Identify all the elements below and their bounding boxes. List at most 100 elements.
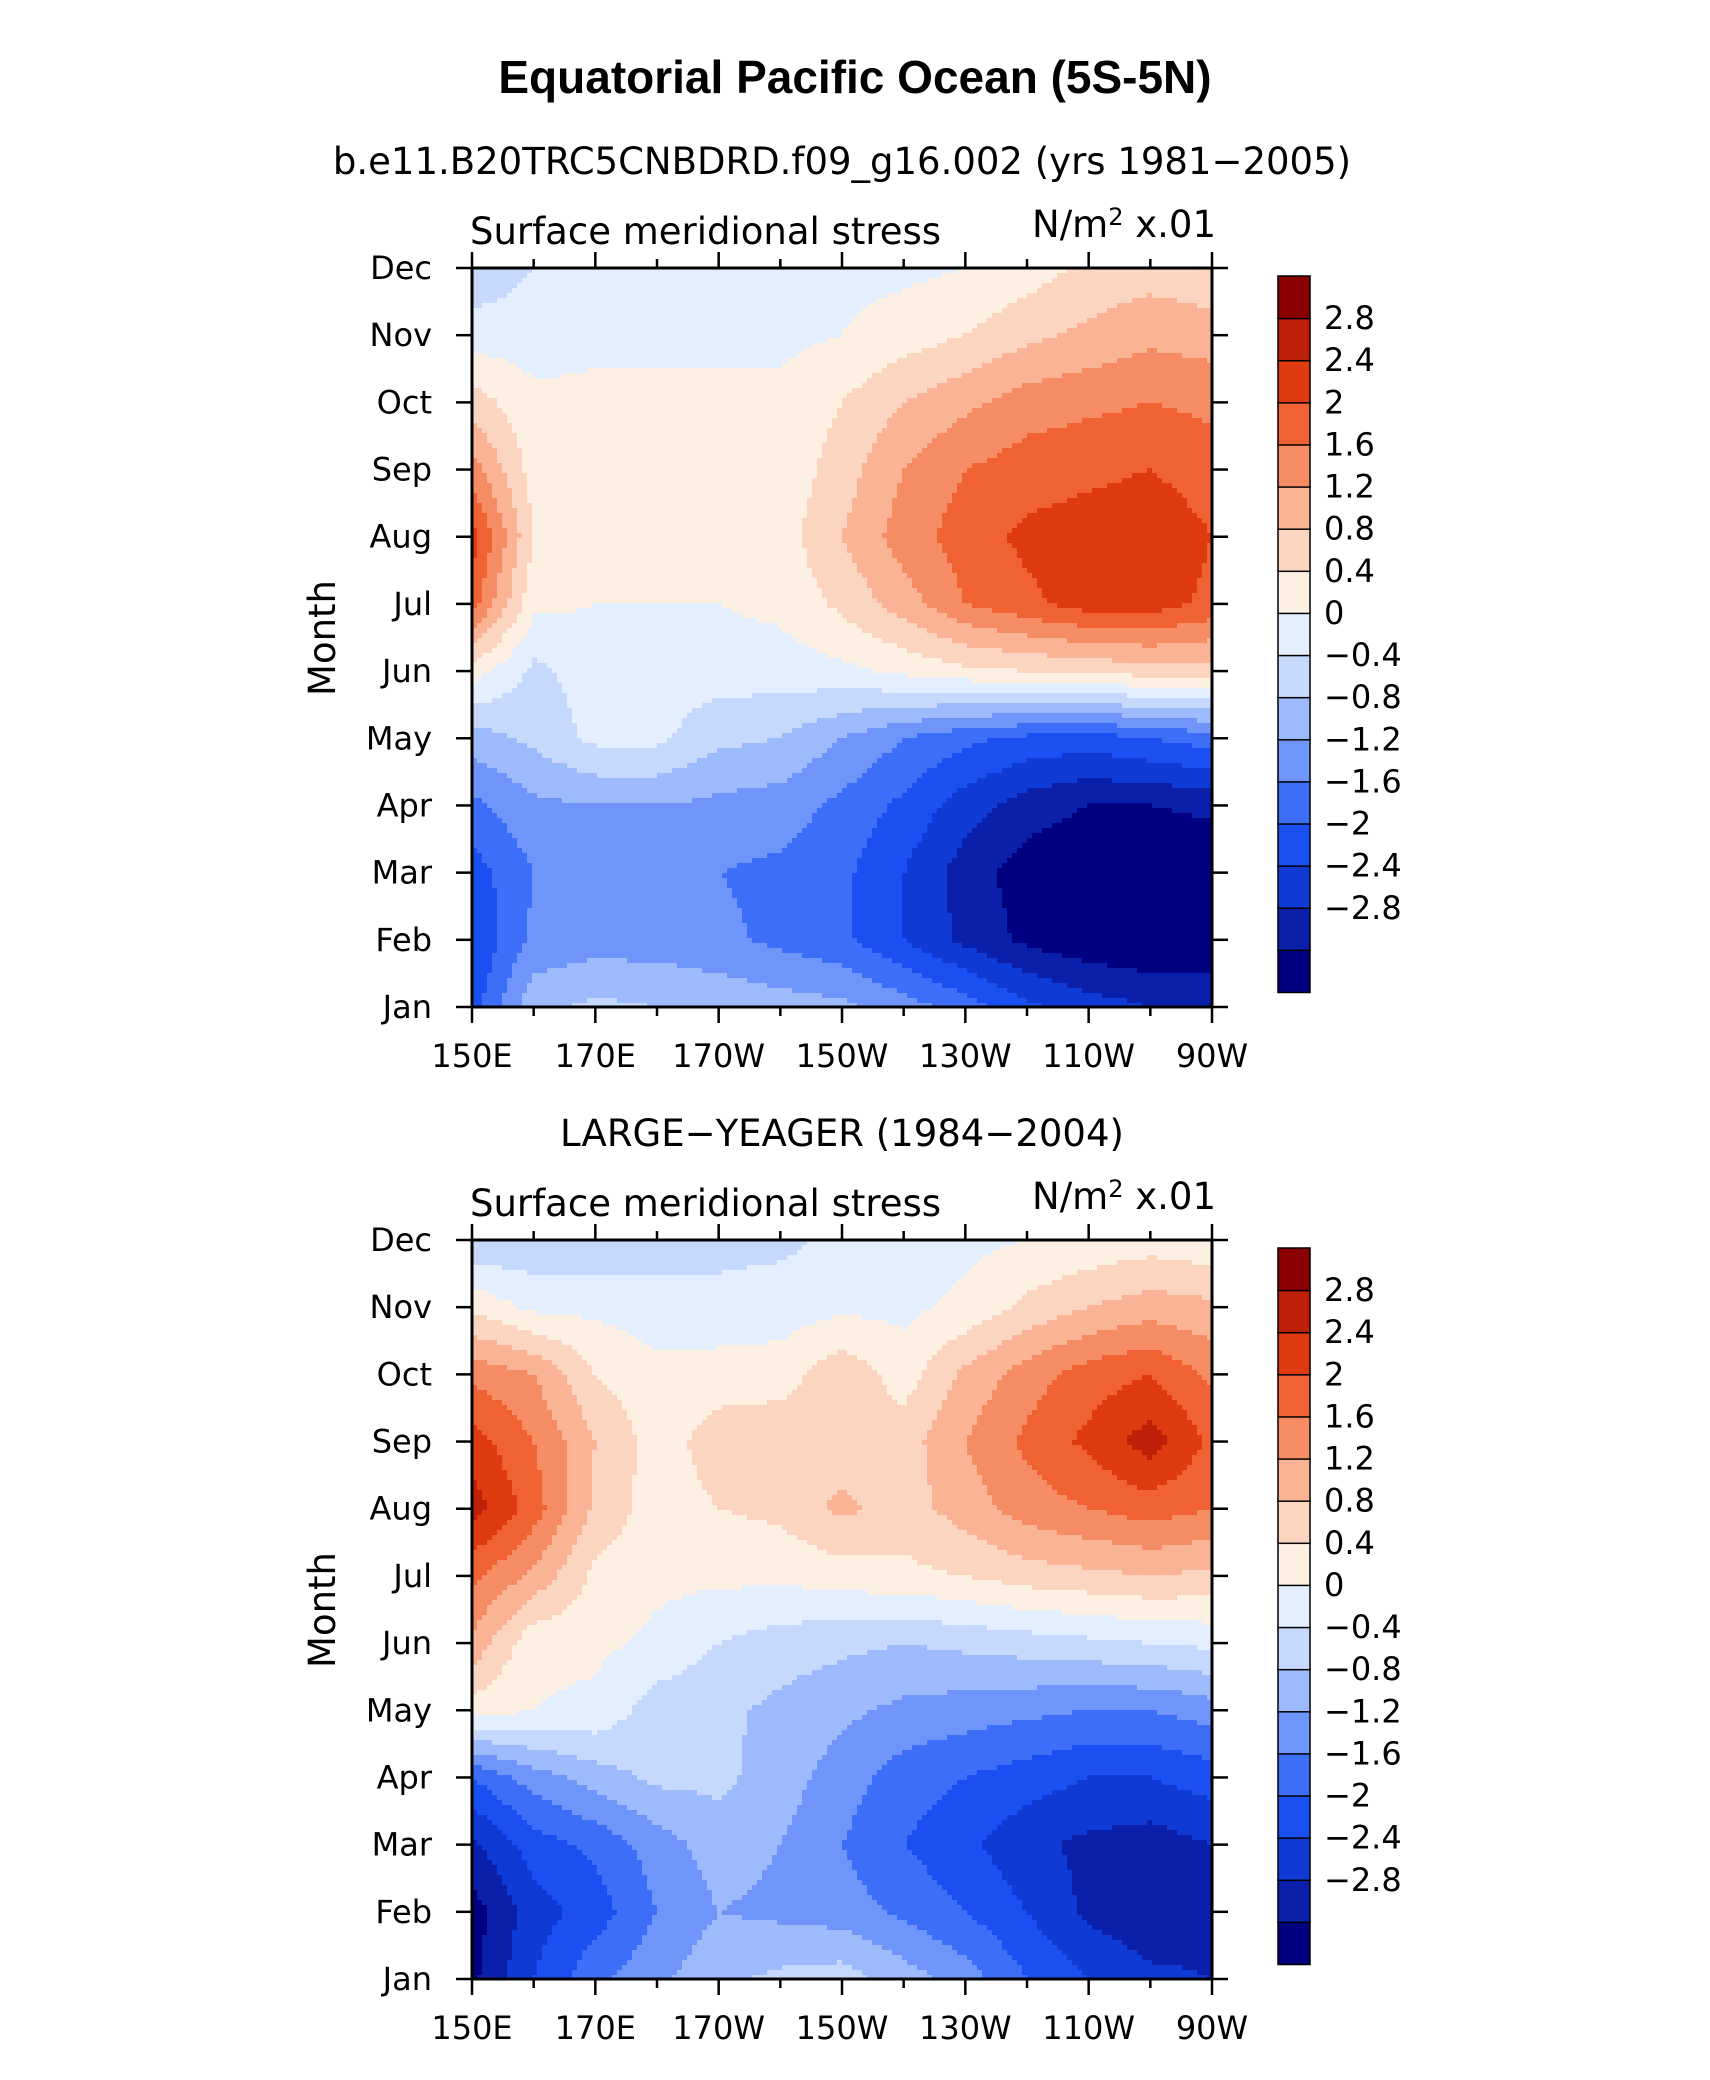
heatmap-cell (987, 1350, 1043, 1356)
heatmap-cell (1002, 893, 1213, 899)
heatmap-cell (707, 1650, 868, 1656)
heatmap-cell (532, 978, 748, 984)
heatmap-cell (492, 1740, 743, 1746)
heatmap-cell (567, 1485, 593, 1491)
heatmap-cell (792, 1820, 853, 1826)
heatmap-cell (847, 733, 918, 739)
heatmap-cell (567, 1500, 593, 1506)
heatmap-cell (697, 1940, 873, 1946)
heatmap-cell (1137, 968, 1213, 974)
heatmap-cell (637, 1630, 748, 1636)
heatmap-cell (1117, 1325, 1178, 1331)
heatmap-cell (1037, 973, 1213, 979)
heatmap-cell (542, 1955, 583, 1961)
heatmap-cell (912, 1555, 1023, 1561)
heatmap-cell (747, 978, 873, 984)
heatmap-cell (592, 1450, 638, 1456)
heatmap-cell (517, 838, 793, 844)
colorbar-swatch (1277, 1584, 1311, 1629)
heatmap-cell (932, 1935, 998, 1941)
heatmap-cell (497, 588, 513, 594)
heatmap-cell (937, 633, 1028, 639)
heatmap-cell (647, 1003, 858, 1008)
heatmap-cell (662, 1825, 788, 1831)
colorbar-label: 0 (1324, 1566, 1344, 1604)
heatmap-cell (852, 508, 893, 514)
heatmap-cell (922, 718, 1198, 724)
heatmap-cell (932, 1805, 1023, 1811)
heatmap-cell (1027, 1420, 1088, 1426)
heatmap-cell (1082, 1915, 1213, 1921)
heatmap-cell (1027, 568, 1203, 574)
heatmap-cell (482, 593, 498, 599)
heatmap-cell (1152, 1960, 1213, 1966)
heatmap-cell (887, 528, 938, 534)
heatmap-cell (472, 968, 493, 974)
heatmap-cell (802, 1245, 1003, 1251)
heatmap-cell (977, 1260, 1118, 1266)
heatmap-cell (922, 448, 1003, 454)
heatmap-cell (962, 593, 1043, 599)
heatmap-cell (497, 923, 528, 929)
heatmap-cell (897, 988, 958, 994)
panel-model-axis-ticks: 150E 170E 170W 150W 130W 110W 90WJanFebMarAprM… (366, 249, 1248, 1075)
heatmap-cell (992, 1250, 1213, 1256)
heatmap-cell (1127, 1480, 1168, 1486)
heatmap-cell (507, 543, 518, 549)
heatmap-cell (652, 1900, 713, 1906)
heatmap-cell (577, 608, 733, 614)
heatmap-cell (817, 1360, 868, 1366)
heatmap-cell (527, 1860, 593, 1866)
heatmap-cell (472, 1745, 528, 1751)
heatmap-cell (472, 823, 508, 829)
heatmap-cell (527, 563, 808, 569)
heatmap-cell (872, 588, 918, 594)
heatmap-cell (472, 348, 803, 354)
heatmap-cell (472, 983, 488, 989)
heatmap-cell (472, 613, 488, 619)
heatmap-cell (1067, 638, 1208, 644)
heatmap-cell (902, 893, 948, 899)
heatmap-cell (487, 433, 518, 439)
heatmap-cell (1167, 1825, 1213, 1831)
heatmap-cell (1032, 1410, 1093, 1416)
heatmap-cell (852, 1930, 928, 1936)
heatmap-cell (1022, 558, 1208, 564)
heatmap-cell (592, 1430, 633, 1436)
heatmap-cell (992, 1860, 1068, 1866)
heatmap-cell (477, 1975, 508, 1980)
heatmap-cell (1042, 1930, 1103, 1936)
colorbar-label: −1.6 (1324, 762, 1402, 800)
heatmap-cell (702, 1935, 863, 1941)
heatmap-cell (907, 618, 958, 624)
heatmap-cell (1017, 613, 1213, 619)
heatmap-cell (1192, 1835, 1213, 1841)
heatmap-cell (497, 893, 533, 899)
heatmap-cell (567, 1375, 598, 1381)
colorbar-swatch (1277, 1794, 1311, 1839)
heatmap-cell (472, 1700, 543, 1706)
heatmap-cell (1072, 1440, 1128, 1446)
heatmap-cell (592, 1435, 638, 1441)
y-tick-label: Feb (375, 1893, 432, 1931)
heatmap-cell (917, 778, 978, 784)
heatmap-cell (497, 1865, 528, 1871)
heatmap-cell (1102, 993, 1213, 999)
heatmap-cell (522, 1815, 583, 1821)
colorbar-swatch (1277, 1289, 1311, 1334)
heatmap-cell (722, 1405, 943, 1411)
heatmap-cell (907, 788, 958, 794)
heatmap-cell (532, 613, 743, 619)
heatmap-cell (482, 1960, 508, 1966)
heatmap-cell (977, 1965, 1023, 1971)
heatmap-cell (532, 1435, 563, 1441)
heatmap-cell (487, 1645, 513, 1651)
heatmap-cell (542, 1490, 568, 1496)
heatmap-cell (512, 1955, 543, 1961)
heatmap-cell (1077, 808, 1173, 814)
heatmap-cell (472, 903, 498, 909)
heatmap-cell (472, 1290, 488, 1296)
heatmap-cell (982, 403, 1138, 409)
heatmap-cell (1012, 543, 1208, 549)
heatmap-cell (512, 778, 788, 784)
